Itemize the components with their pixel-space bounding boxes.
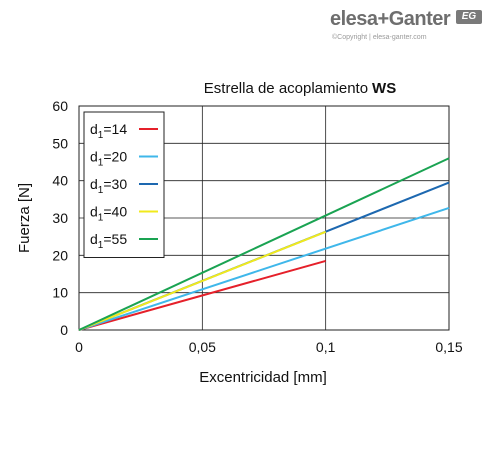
series-line-40 xyxy=(78,230,327,331)
legend-label-base: d xyxy=(90,149,98,165)
x-tick-label: 0,15 xyxy=(435,339,462,355)
chart-title-text: Estrella de acoplamiento xyxy=(204,80,368,97)
legend-label-base: d xyxy=(90,231,98,247)
legend-label-value: =40 xyxy=(103,204,127,220)
legend-label-base: d xyxy=(90,121,98,137)
series-line-20 xyxy=(78,206,450,331)
legend-label-value: =55 xyxy=(103,231,127,247)
y-axis-label: Fuerza [N] xyxy=(16,183,33,253)
legend-label-base: d xyxy=(90,204,98,220)
series-line-14 xyxy=(78,259,326,331)
y-tick-label: 0 xyxy=(60,322,68,338)
chart-title: Estrella de acoplamiento WS xyxy=(204,80,396,97)
legend-label-subscript: 1 xyxy=(98,213,104,224)
brand-name: elesa+Ganter xyxy=(330,8,451,30)
legend-label-value: =14 xyxy=(103,121,127,137)
x-tick-label: 0,05 xyxy=(189,339,216,355)
legend-label: d1=14 xyxy=(90,121,127,141)
legend-label: d1=40 xyxy=(90,204,127,224)
legend-label: d1=30 xyxy=(90,176,127,196)
brand-copyright: ©Copyright | elesa-ganter.com xyxy=(332,34,427,41)
legend-label-subscript: 1 xyxy=(98,240,104,251)
legend-label-value: =30 xyxy=(103,176,127,192)
legend-label-subscript: 1 xyxy=(98,185,104,196)
y-tick-label: 10 xyxy=(52,285,68,301)
legend-label-base: d xyxy=(90,176,98,192)
legend-label-value: =20 xyxy=(103,149,127,165)
legend-label-subscript: 1 xyxy=(98,130,104,141)
x-tick-label: 0 xyxy=(75,339,83,355)
legend-label: d1=55 xyxy=(90,231,127,251)
y-tick-label: 20 xyxy=(52,247,68,263)
y-tick-label: 50 xyxy=(52,135,68,151)
y-tick-label: 60 xyxy=(52,98,68,114)
x-axis-label: Excentricidad [mm] xyxy=(199,369,327,386)
series-lines xyxy=(78,157,450,331)
series-line-55 xyxy=(78,157,450,331)
brand-badge: EG xyxy=(456,10,482,24)
chart-title-bold: WS xyxy=(372,80,396,97)
legend-label-subscript: 1 xyxy=(98,158,104,169)
tick-labels: 0 10 20 30 40 50 60 0 0,05 0,1 0,15 xyxy=(52,98,462,355)
x-tick-label: 0,1 xyxy=(316,339,336,355)
y-tick-label: 40 xyxy=(52,173,68,189)
brand-logo: elesa+Ganter EG ©Copyright | elesa-gante… xyxy=(330,8,482,48)
y-tick-label: 30 xyxy=(52,210,68,226)
legend-label: d1=20 xyxy=(90,149,127,169)
